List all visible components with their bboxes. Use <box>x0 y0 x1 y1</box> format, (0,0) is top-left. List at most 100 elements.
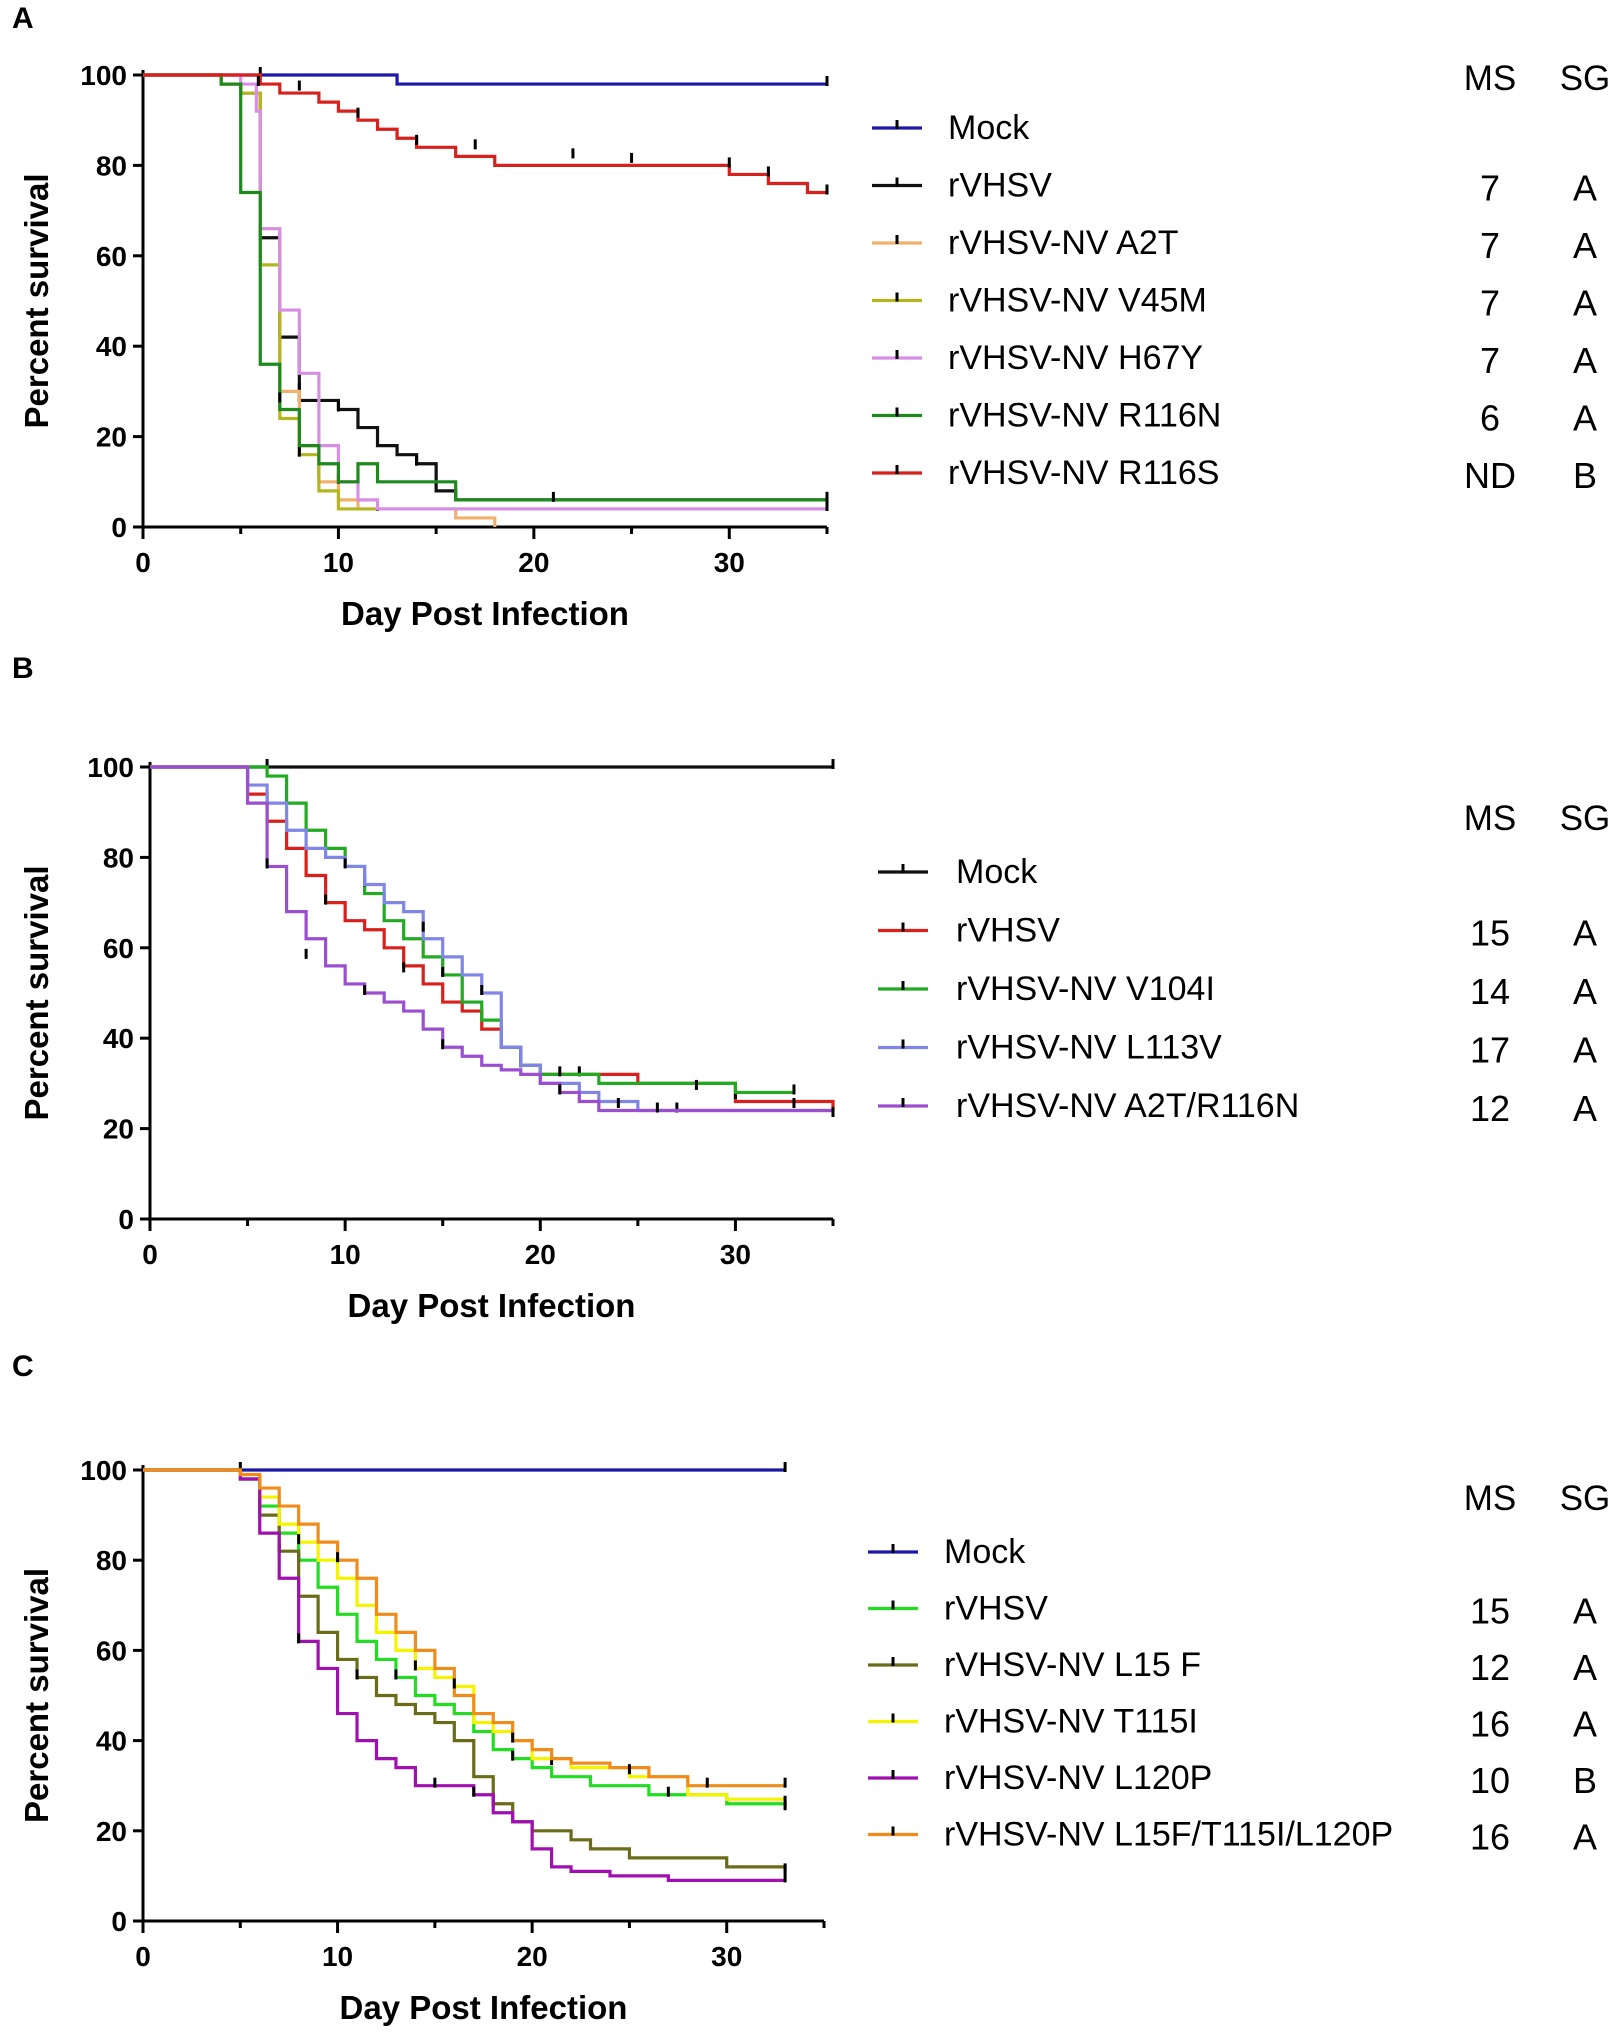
panel-a-legend-label-rvhsv: rVHSV <box>948 167 1052 205</box>
panel-c-legend-sg-rvhsv-nv-l15-f: A <box>1573 1647 1597 1688</box>
panel-c-legend-ms-rvhsv: 15 <box>1470 1591 1510 1632</box>
panel-a-legend-label-rvhsv-nv-r116s: rVHSV-NV R116S <box>948 454 1219 492</box>
panel-b-legend-sg-rvhsv-nv-a2t-r116n: A <box>1573 1088 1597 1129</box>
panel-b-series-line-rvhsv <box>150 765 835 1111</box>
panel-b-legend-sg-rvhsv-nv-l113v: A <box>1573 1030 1597 1071</box>
panel-b-x-tick-label: 20 <box>525 1239 556 1270</box>
panel-c-x-tick-label: 20 <box>517 1941 548 1972</box>
panel-a-legend-ms-rvhsv-nv-r116n: 6 <box>1480 398 1500 439</box>
panel-c-legend-ms-rvhsv-nv-t115i: 16 <box>1470 1704 1510 1745</box>
panel-a-legend-ms-rvhsv-nv-a2t: 7 <box>1480 225 1500 266</box>
panel-b-series-line-rvhsv-nv-a2t-r116n <box>150 765 833 1113</box>
panel-c-series-line-rvhsv <box>143 1468 787 1809</box>
panel-a-series-line-rvhsv-nv-r116n <box>143 73 827 502</box>
panel-b-legend-sg-rvhsv-nv-v104i: A <box>1573 971 1597 1012</box>
panel-c-legend-sg-rvhsv-nv-t115i: A <box>1573 1704 1597 1745</box>
panel-a-legend-sg-rvhsv-nv-h67y: A <box>1573 340 1597 381</box>
panel-a-x-tick-label: 30 <box>714 547 745 578</box>
panel-a-x-tick-label: 20 <box>518 547 549 578</box>
panel-b-legend-sg-rvhsv: A <box>1573 913 1597 954</box>
panel-a-y-tick-label: 40 <box>96 331 127 362</box>
panel-c-legend-label-mock: Mock <box>944 1533 1026 1571</box>
panel-c-y-tick-label: 60 <box>96 1635 127 1666</box>
panel-a-legend-label-mock: Mock <box>948 109 1030 147</box>
panel-c-series-line-rvhsv-nv-l120p <box>143 1468 786 1883</box>
panel-a-legend-sg-rvhsv-nv-a2t: A <box>1573 225 1597 266</box>
panel-c-x-tick-label: 0 <box>135 1941 151 1972</box>
panel-a-y-tick-label: 80 <box>96 150 127 181</box>
panel-a-series-line-rvhsv <box>143 73 827 502</box>
panel-a-legend-label-rvhsv-nv-v45m: rVHSV-NV V45M <box>948 282 1207 320</box>
panel-a-y-tick-label: 60 <box>96 241 127 272</box>
panel-a-legend-sg-rvhsv: A <box>1573 168 1597 209</box>
panel-a-x-tick-label: 0 <box>135 547 151 578</box>
panel-b-legend-ms-rvhsv-nv-a2t-r116n: 12 <box>1470 1088 1510 1129</box>
panel-a-legend-sg-rvhsv-nv-r116s: B <box>1573 455 1597 496</box>
panel-c-series-line-rvhsv-nv-l15-f <box>143 1468 787 1872</box>
panel-b-legend-header-sg: SG <box>1560 799 1611 838</box>
panel-c-y-tick-label: 80 <box>96 1545 127 1576</box>
panel-b-legend-label-rvhsv: rVHSV <box>956 912 1060 950</box>
panel-a-legend-sg-rvhsv-nv-v45m: A <box>1573 283 1597 324</box>
panel-b-x-tick-label: 10 <box>330 1239 361 1270</box>
panel-c-legend-ms-rvhsv-nv-l15-f: 12 <box>1470 1647 1510 1688</box>
panel-c-legend-header-sg: SG <box>1560 1479 1611 1518</box>
panel-c-legend-ms-rvhsv-nv-l15f-t115i-l120p: 16 <box>1470 1817 1510 1858</box>
panel-b-y-tick-label: 80 <box>103 842 134 873</box>
panel-b-legend-ms-rvhsv-nv-v104i: 14 <box>1470 971 1510 1012</box>
panel-c-series-line-rvhsv-nv-t115i <box>143 1468 787 1804</box>
panel-c-legend-label-rvhsv-nv-l15-f: rVHSV-NV L15 F <box>944 1646 1201 1684</box>
panel-b-legend-ms-rvhsv: 15 <box>1470 913 1510 954</box>
panel-c-legend-label-rvhsv-nv-l15f-t115i-l120p: rVHSV-NV L15F/T115I/L120P <box>944 1816 1393 1854</box>
panel-c-legend-header-ms: MS <box>1464 1479 1517 1518</box>
panel-b-legend-label-rvhsv-nv-l113v: rVHSV-NV L113V <box>956 1029 1222 1067</box>
panel-c-series-line-rvhsv-nv-l15f-t115i-l120p <box>143 1468 786 1788</box>
panel-a-legend-label-rvhsv-nv-a2t: rVHSV-NV A2T <box>948 224 1179 262</box>
panel-a-y-axis-label: Percent survival <box>18 174 55 429</box>
panel-b-x-tick-label: 30 <box>720 1239 751 1270</box>
panel-a-x-axis-label: Day Post Infection <box>341 595 629 632</box>
panel-b-legend-header-ms: MS <box>1464 799 1517 838</box>
panel-c-legend-sg-rvhsv-nv-l120p: B <box>1573 1760 1597 1801</box>
panel-a-y-tick-label: 100 <box>80 60 127 91</box>
panel-c-legend-sg-rvhsv: A <box>1573 1591 1597 1632</box>
panel-a-legend-label-rvhsv-nv-h67y: rVHSV-NV H67Y <box>948 339 1203 377</box>
panel-b-x-axis-label: Day Post Infection <box>348 1287 636 1324</box>
panel-c-y-tick-label: 100 <box>80 1455 127 1486</box>
panel-a-legend-header-ms: MS <box>1464 59 1517 98</box>
panel-c-legend-ms-rvhsv-nv-l120p: 10 <box>1470 1760 1510 1801</box>
panel-a-legend-ms-rvhsv-nv-r116s: ND <box>1464 455 1516 496</box>
panel-c-letter: C <box>12 1350 34 1383</box>
panel-c-x-axis-label: Day Post Infection <box>340 1989 628 2026</box>
panel-a-legend-ms-rvhsv: 7 <box>1480 168 1500 209</box>
panel-b-y-tick-label: 100 <box>87 752 134 783</box>
panel-c-legend-sg-rvhsv-nv-l15f-t115i-l120p: A <box>1573 1817 1597 1858</box>
panel-a-series-line-rvhsv-nv-v45m <box>143 73 827 511</box>
panel-b-legend-label-mock: Mock <box>956 853 1038 891</box>
panel-c-y-tick-label: 40 <box>96 1726 127 1757</box>
panel-b-y-tick-label: 0 <box>118 1204 134 1235</box>
panel-b-y-tick-label: 40 <box>103 1023 134 1054</box>
panel-b-legend-ms-rvhsv-nv-l113v: 17 <box>1470 1030 1510 1071</box>
panel-a-series-line-mock <box>143 73 827 86</box>
panel-a-y-tick-label: 0 <box>111 512 127 543</box>
panel-a-legend-label-rvhsv-nv-r116n: rVHSV-NV R116N <box>948 397 1221 435</box>
panel-c-y-tick-label: 20 <box>96 1816 127 1847</box>
panel-a-series-line-rvhsv-nv-h67y <box>143 73 827 511</box>
panel-b-letter: B <box>12 652 34 685</box>
panel-c-y-axis-label: Percent survival <box>18 1568 55 1823</box>
panel-b-series-line-rvhsv-nv-v104i <box>150 765 794 1095</box>
panel-b-series-line-rvhsv-nv-l113v <box>150 765 833 1113</box>
panel-a-letter: A <box>12 2 34 35</box>
panel-c-y-tick-label: 0 <box>111 1906 127 1937</box>
panel-a-legend-sg-rvhsv-nv-r116n: A <box>1573 398 1597 439</box>
panel-b-legend-label-rvhsv-nv-a2t-r116n: rVHSV-NV A2T/R116N <box>956 1087 1299 1125</box>
panel-c-x-tick-label: 30 <box>711 1941 742 1972</box>
panel-b-y-axis-label: Percent survival <box>18 866 55 1121</box>
panel-c-legend-label-rvhsv-nv-l120p: rVHSV-NV L120P <box>944 1759 1212 1797</box>
panel-c-legend-label-rvhsv: rVHSV <box>944 1590 1048 1628</box>
panel-b-x-tick-label: 0 <box>142 1239 158 1270</box>
panel-b-y-tick-label: 60 <box>103 933 134 964</box>
panel-a-y-tick-label: 20 <box>96 422 127 453</box>
